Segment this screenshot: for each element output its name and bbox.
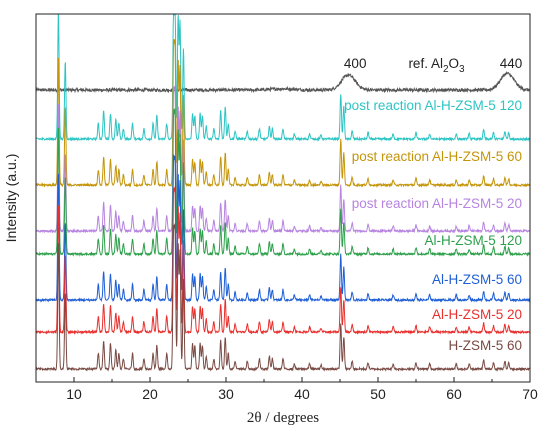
series-line bbox=[35, 85, 531, 234]
series-label: post reaction Al-H-ZSM-5 60 bbox=[352, 149, 522, 164]
peak-annotations: 400 440 bbox=[344, 56, 522, 71]
series-line bbox=[35, 14, 531, 142]
series-line bbox=[35, 223, 531, 372]
series-labels: ref. Al2O3 post reaction Al-H-ZSM-5 120 po… bbox=[344, 56, 522, 353]
series-line bbox=[35, 39, 530, 188]
x-tick-label: 40 bbox=[294, 386, 310, 402]
y-axis-title: Intensity (a.u.) bbox=[3, 154, 19, 243]
peak-annotation: 440 bbox=[500, 56, 523, 71]
series-label: H-ZSM-5 60 bbox=[448, 338, 522, 353]
series-label: Al-H-ZSM-5 60 bbox=[432, 272, 522, 287]
series-label: post reaction Al-H-ZSM-5 20 bbox=[352, 196, 522, 211]
series-label: Al-H-ZSM-5 120 bbox=[424, 233, 522, 248]
peak-annotation: 400 bbox=[344, 56, 367, 71]
series-label-text: O bbox=[449, 56, 460, 71]
series-label-text: ref. Al bbox=[408, 56, 443, 71]
series-label-subscript: 2 bbox=[443, 64, 449, 75]
series-traces bbox=[35, 14, 531, 372]
x-tick-label: 20 bbox=[142, 386, 158, 402]
x-tick-label: 30 bbox=[218, 386, 234, 402]
x-tick-label: 10 bbox=[66, 386, 82, 402]
plot-frame bbox=[35, 13, 531, 383]
series-label-subscript: 3 bbox=[459, 64, 465, 75]
x-axis-title: 2θ / degrees bbox=[247, 410, 319, 426]
x-tick-label: 70 bbox=[522, 386, 538, 402]
series-label: ref. Al2O3 bbox=[408, 56, 465, 75]
series-label: Al-H-ZSM-5 20 bbox=[432, 307, 522, 322]
series-line bbox=[35, 70, 531, 94]
series-line bbox=[35, 186, 531, 335]
x-tick-label: 50 bbox=[370, 386, 386, 402]
series-label: post reaction Al-H-ZSM-5 120 bbox=[344, 98, 522, 113]
series-line bbox=[35, 108, 531, 257]
series-line bbox=[35, 154, 531, 303]
x-axis-ticks: 10 20 30 40 50 60 70 bbox=[35, 377, 538, 402]
x-tick-label: 60 bbox=[446, 386, 462, 402]
